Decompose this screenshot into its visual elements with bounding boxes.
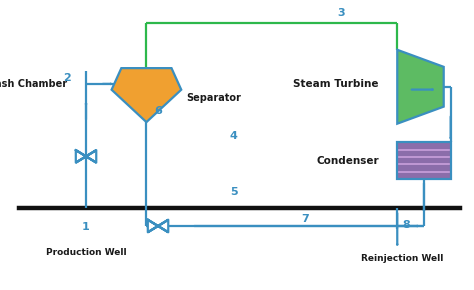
Text: Separator: Separator (186, 93, 241, 103)
Text: 8: 8 (403, 220, 410, 230)
Polygon shape (397, 50, 444, 124)
Text: Flash Chamber: Flash Chamber (0, 79, 67, 89)
Bar (397, 142, 451, 179)
Text: 7: 7 (301, 214, 309, 224)
Text: Steam Turbine: Steam Turbine (293, 79, 379, 89)
Text: 2: 2 (64, 73, 71, 83)
Polygon shape (76, 150, 96, 163)
Text: 4: 4 (229, 131, 237, 142)
Polygon shape (111, 68, 181, 122)
Text: Reinjection Well: Reinjection Well (361, 254, 443, 263)
Text: 1: 1 (82, 222, 90, 232)
Text: 5: 5 (230, 187, 237, 197)
Polygon shape (148, 220, 168, 232)
Text: Production Well: Production Well (46, 249, 127, 258)
Text: 3: 3 (337, 8, 346, 18)
Text: 6: 6 (154, 106, 162, 116)
Polygon shape (76, 150, 96, 163)
Polygon shape (148, 220, 168, 232)
Text: Condenser: Condenser (316, 156, 379, 166)
